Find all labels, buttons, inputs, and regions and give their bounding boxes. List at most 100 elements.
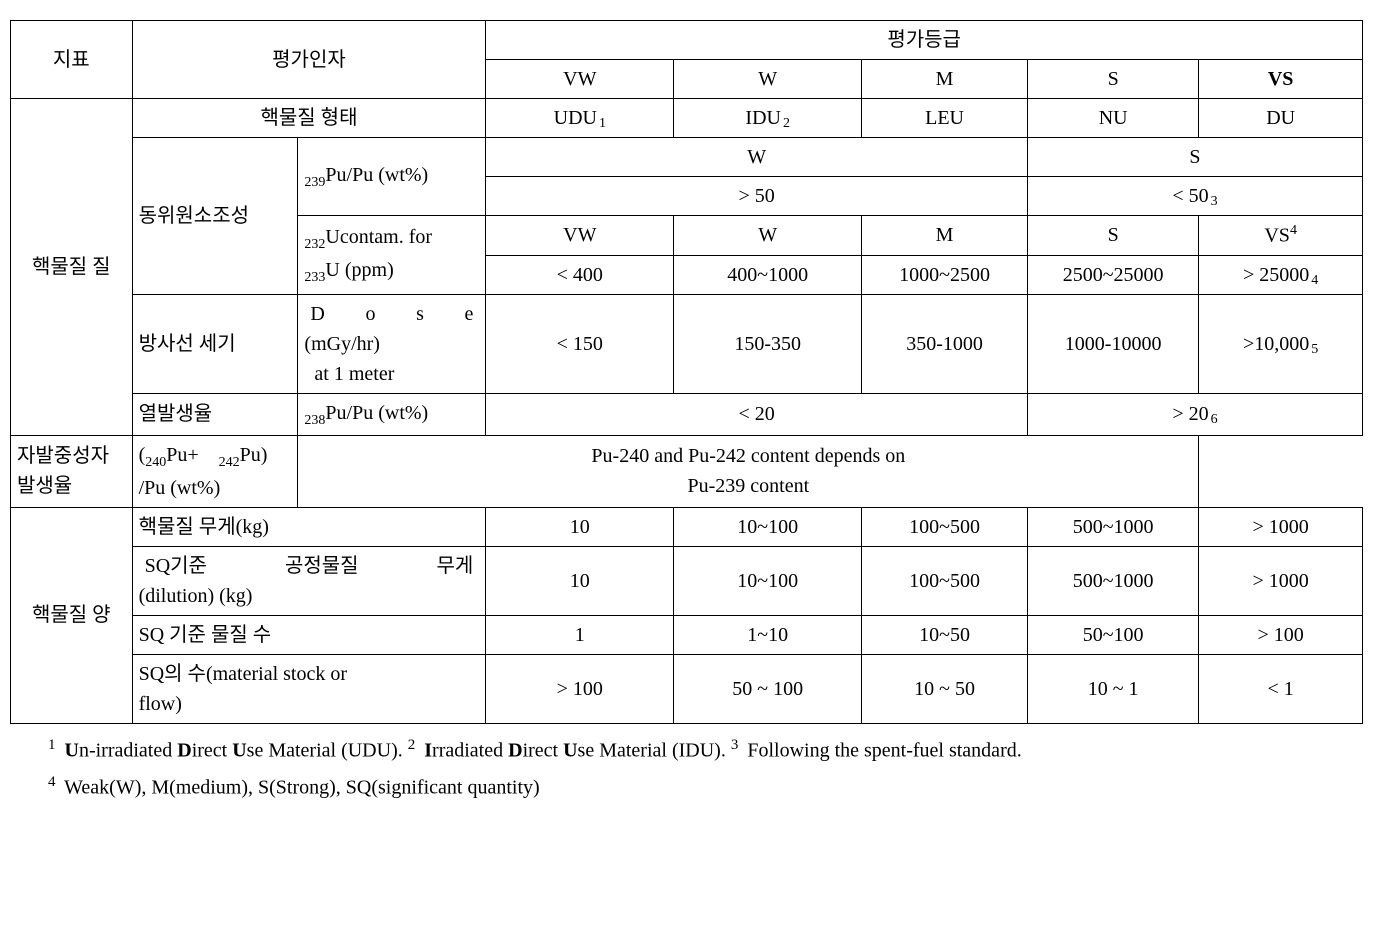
sf-a: Pu+ — [166, 444, 198, 466]
sqcnt-w: 1~10 — [674, 615, 862, 654]
u232-head-vs: VS4 — [1199, 216, 1363, 256]
row-mass: 핵물질 양 핵물질 무게(kg) 10 10~100 100~500 500~1… — [11, 507, 1363, 546]
u232-vs-val: > 25000 — [1243, 264, 1309, 286]
form-m: LEU — [862, 99, 1028, 138]
u232-val-vs: > 250004 — [1199, 255, 1363, 294]
mass-vs: > 1000 — [1199, 507, 1363, 546]
u232-head-vs-sup: 4 — [1290, 223, 1297, 238]
u232-vs-note: 4 — [1309, 273, 1318, 288]
heat-main: Pu/Pu (wt%) — [325, 402, 428, 424]
footnotes: 1 Un-irradiated Direct Use Material (UDU… — [10, 734, 1363, 803]
sf-text: Pu-240 and Pu-242 content depends on Pu-… — [298, 435, 1199, 507]
sqcnt-s: 50~100 — [1027, 615, 1198, 654]
pu239-head-left: W — [486, 138, 1028, 177]
heat-right-note: 6 — [1209, 412, 1218, 427]
pu239-head-right: S — [1027, 138, 1362, 177]
hdr-vw: VW — [486, 60, 674, 99]
fn1-b2: D — [177, 739, 191, 761]
dose-vs-val: >10,000 — [1243, 333, 1309, 355]
sf-text-l1: Pu-240 and Pu-242 content depends on — [591, 445, 905, 467]
footnote-4: 4 Weak(W), M(medium), S(Strong), SQ(sign… — [60, 771, 1343, 803]
sqflow-l2: flow) — [139, 693, 182, 715]
sf-a-pre: 240 — [145, 455, 166, 470]
mass-w: 10~100 — [674, 507, 862, 546]
pu239-val-left: > 50 — [486, 177, 1028, 216]
dose-line2: (mGy/hr) — [304, 333, 380, 355]
dose-line1: D o s e — [304, 299, 479, 329]
evaluation-table-wrapper: 지표 평가인자 평가등급 VW W M S VS 핵물질 질 핵물질 형태 UD… — [10, 20, 1363, 803]
fn2-t3: se Material (IDU). — [578, 739, 731, 761]
label-quantity: 핵물질 양 — [11, 507, 133, 723]
fn1-t3: se Material (UDU). — [247, 739, 408, 761]
dose-w: 150-350 — [674, 294, 862, 393]
row-form: 핵물질 질 핵물질 형태 UDU1 IDU2 LEU NU DU — [11, 99, 1363, 138]
heat-left: < 20 — [486, 393, 1028, 435]
fn4-text: Weak(W), M(medium), S(Strong), SQ(signif… — [64, 777, 540, 799]
evaluation-table: 지표 평가인자 평가등급 VW W M S VS 핵물질 질 핵물질 형태 UD… — [10, 20, 1363, 724]
row-iso-pu239-head: 동위원소조성 239Pu/Pu (wt%) W S — [11, 138, 1363, 177]
u232-val-w: 400~1000 — [674, 255, 862, 294]
u232-val-m: 1000~2500 — [862, 255, 1028, 294]
dose-vs: >10,0005 — [1199, 294, 1363, 393]
u232-head-m: M — [862, 216, 1028, 256]
hdr-grade: 평가등급 — [486, 21, 1363, 60]
sqdil-l1: SQ기준 공정물질 무게 — [139, 551, 480, 581]
sqdil-vw: 10 — [486, 546, 674, 615]
form-vs: DU — [1199, 99, 1363, 138]
fn3-text: Following the spent-fuel standard. — [747, 739, 1021, 761]
hdr-s: S — [1027, 60, 1198, 99]
sqcnt-m: 10~50 — [862, 615, 1028, 654]
label-form: 핵물질 형태 — [132, 99, 486, 138]
fn2-sup: 2 — [408, 737, 416, 753]
fn2-b3: U — [563, 739, 577, 761]
heat-right: > 206 — [1027, 393, 1362, 435]
form-w-text: IDU — [745, 107, 781, 129]
row-dose: 방사선 세기 D o s e (mGy/hr) at 1 meter < 150… — [11, 294, 1363, 393]
label-heat: 열발생율 — [132, 393, 298, 435]
sf-b-pre: 242 — [219, 455, 240, 470]
sqflow-l1: SQ의 수(material stock or — [139, 663, 347, 685]
u232-mid2: U (ppm) — [325, 259, 393, 281]
sqflow-vs: < 1 — [1199, 654, 1363, 723]
u232-head-vw: VW — [486, 216, 674, 256]
param-pu239: 239Pu/Pu (wt%) — [298, 138, 486, 216]
sqdil-s: 500~1000 — [1027, 546, 1198, 615]
sqflow-vw: > 100 — [486, 654, 674, 723]
fn1-t1: n-irradiated — [79, 739, 177, 761]
dose-line3: at 1 meter — [304, 363, 394, 385]
label-dose: 방사선 세기 — [132, 294, 298, 393]
sqflow-w: 50 ~ 100 — [674, 654, 862, 723]
dose-m: 350-1000 — [862, 294, 1028, 393]
footnote-1-2-3: 1 Un-irradiated Direct Use Material (UDU… — [60, 734, 1343, 766]
param-heat: 238Pu/Pu (wt%) — [298, 393, 486, 435]
u232-head-w: W — [674, 216, 862, 256]
sqdil-l2: (dilution) (kg) — [139, 585, 253, 607]
fn1-t2: irect — [192, 739, 233, 761]
label-sf: 자발중성자 발생율 — [11, 435, 133, 507]
dose-vs-note: 5 — [1309, 342, 1318, 357]
u232-val-s: 2500~25000 — [1027, 255, 1198, 294]
u232-pre2: 233 — [304, 270, 325, 285]
label-sqdil: SQ기준 공정물질 무게 (dilution) (kg) — [132, 546, 486, 615]
fn4-sup: 4 — [48, 774, 56, 790]
sqflow-s: 10 ~ 1 — [1027, 654, 1198, 723]
row-heat: 열발생율 238Pu/Pu (wt%) < 20 > 206 — [11, 393, 1363, 435]
form-s: NU — [1027, 99, 1198, 138]
pu239-right-note: 3 — [1209, 194, 1218, 209]
row-sqcnt: SQ 기준 물질 수 1 1~10 10~50 50~100 > 100 — [11, 615, 1363, 654]
u232-head-vs-text: VS — [1264, 225, 1290, 247]
label-quality: 핵물질 질 — [11, 99, 133, 436]
param-sf: (240Pu+ 242Pu) /Pu (wt%) — [132, 435, 298, 507]
sf-b: Pu) — [240, 444, 268, 466]
pu239-right-val-text: < 50 — [1172, 185, 1208, 207]
fn1-sup: 1 — [48, 737, 56, 753]
sqcnt-vs: > 100 — [1199, 615, 1363, 654]
u232-val-vw: < 400 — [486, 255, 674, 294]
pu239-main: Pu/Pu (wt%) — [325, 164, 428, 186]
sf-label-l2: 발생율 — [17, 475, 72, 497]
header-row-1: 지표 평가인자 평가등급 — [11, 21, 1363, 60]
mass-s: 500~1000 — [1027, 507, 1198, 546]
sqdil-m: 100~500 — [862, 546, 1028, 615]
dose-vw: < 150 — [486, 294, 674, 393]
hdr-factor: 평가인자 — [132, 21, 486, 99]
